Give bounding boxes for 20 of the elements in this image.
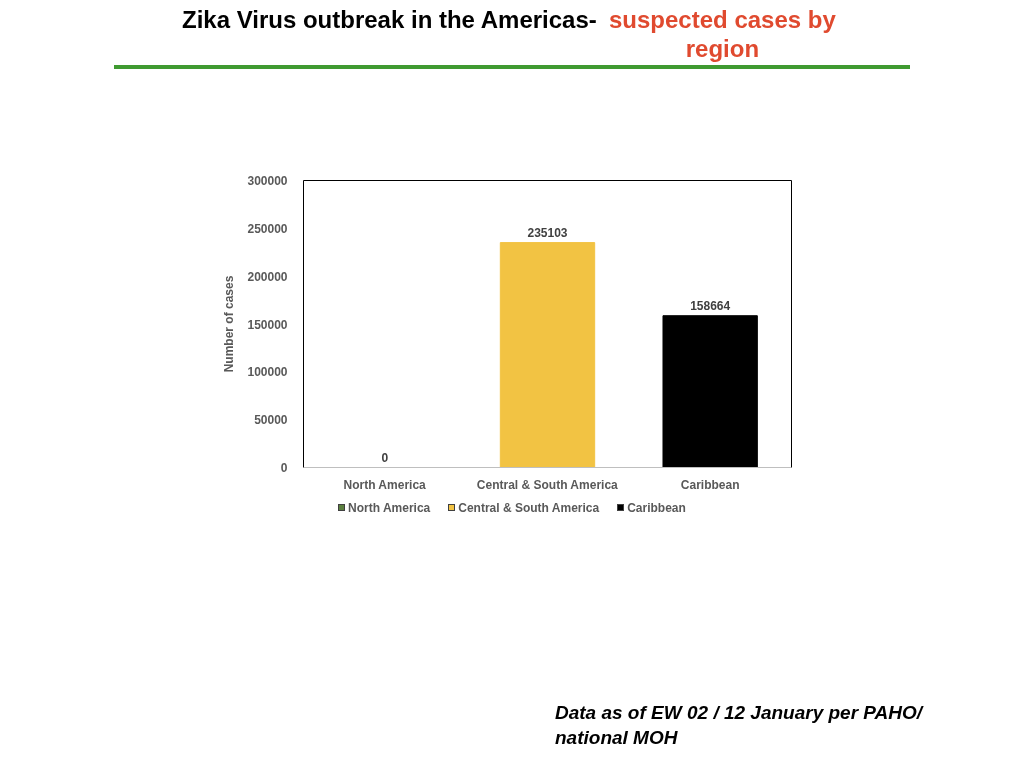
y-tick-label: 150000 bbox=[247, 317, 288, 332]
y-tick-label: 200000 bbox=[247, 269, 288, 284]
y-tick-label: 0 bbox=[280, 461, 288, 475]
legend-label: North America bbox=[348, 500, 431, 515]
y-tick-label: 300000 bbox=[247, 174, 288, 188]
y-tick-label: 100000 bbox=[247, 365, 288, 380]
text: Data as of EW 02 / 12 January per PAHO/ national MOH bbox=[555, 701, 925, 750]
x-tick-label: Caribbean bbox=[680, 477, 740, 492]
legend-label: Caribbean bbox=[627, 500, 686, 515]
x-tick-label: North America bbox=[343, 477, 427, 492]
y-tick-label: 50000 bbox=[254, 413, 288, 428]
chart-title: Zika Virus outbreak in the Americas- bbox=[182, 5, 597, 34]
x-tick-label: Central & South America bbox=[476, 477, 619, 492]
legend-label: Central & South America bbox=[458, 500, 600, 515]
chart-subtitle: suspected cases by region bbox=[608, 5, 837, 63]
y-axis-title: Number of cases bbox=[222, 275, 237, 373]
y-tick-label: 250000 bbox=[247, 221, 288, 236]
data-label: 158664 bbox=[690, 298, 731, 313]
data-label: 0 bbox=[381, 450, 389, 465]
data-label: 235103 bbox=[527, 225, 568, 240]
